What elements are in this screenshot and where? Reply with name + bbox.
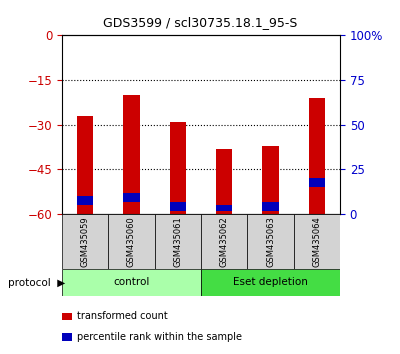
FancyBboxPatch shape	[201, 269, 340, 296]
Text: GDS3599 / scl30735.18.1_95-S: GDS3599 / scl30735.18.1_95-S	[103, 16, 297, 29]
Text: control: control	[113, 277, 150, 287]
Bar	[309, 178, 325, 187]
Text: GSM435059: GSM435059	[81, 216, 90, 267]
Text: GSM435063: GSM435063	[266, 216, 275, 267]
Bar	[77, 196, 93, 205]
Bar	[123, 193, 140, 202]
Bar	[309, 98, 325, 214]
Bar	[216, 149, 232, 214]
FancyBboxPatch shape	[62, 214, 108, 269]
Bar	[170, 202, 186, 211]
Bar	[170, 122, 186, 214]
FancyBboxPatch shape	[108, 214, 155, 269]
Bar	[216, 205, 232, 211]
FancyBboxPatch shape	[247, 214, 294, 269]
Text: GSM435062: GSM435062	[220, 216, 229, 267]
Text: Eset depletion: Eset depletion	[233, 277, 308, 287]
Bar	[123, 95, 140, 214]
Bar	[262, 145, 279, 214]
FancyBboxPatch shape	[294, 214, 340, 269]
Text: percentile rank within the sample: percentile rank within the sample	[77, 332, 242, 342]
FancyBboxPatch shape	[155, 214, 201, 269]
Text: GSM435061: GSM435061	[173, 216, 182, 267]
Bar	[262, 202, 279, 211]
Text: GSM435060: GSM435060	[127, 216, 136, 267]
FancyBboxPatch shape	[201, 214, 247, 269]
FancyBboxPatch shape	[62, 269, 201, 296]
Text: GSM435064: GSM435064	[312, 216, 321, 267]
Text: protocol  ▶: protocol ▶	[8, 278, 65, 288]
Text: transformed count: transformed count	[77, 312, 168, 321]
Bar	[77, 116, 93, 214]
